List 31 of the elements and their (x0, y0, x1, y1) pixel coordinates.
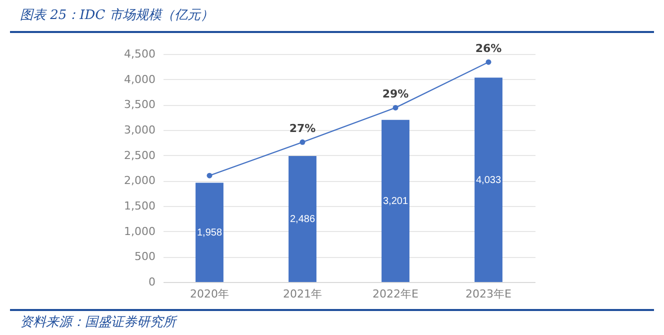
y-tick-label: 3,000 (124, 124, 156, 136)
annotation: 27% (289, 122, 316, 136)
annotation: 26% (475, 42, 502, 56)
y-tick-label: 1,500 (124, 200, 156, 212)
annotation: 29% (382, 88, 409, 101)
bar (196, 182, 224, 282)
y-tick-label: 3,500 (124, 98, 156, 112)
point (392, 104, 398, 110)
y-tick-label: 4,500 (124, 48, 156, 60)
y-tick-label: 0 (148, 276, 156, 288)
y-tick-label: 2,500 (124, 148, 156, 162)
x-tick-label: 2022年E (372, 288, 419, 300)
data-label: 2,486 (290, 214, 316, 226)
x-tick-label: 2023年E (466, 288, 512, 300)
point (300, 139, 306, 145)
chart-title: 图表 25：IDC 市场规模（亿元） (20, 7, 214, 24)
y-tick-label: 500 (134, 250, 156, 264)
data-label: 1,958 (196, 227, 222, 238)
x-tick-label: 2021年 (283, 288, 322, 300)
point (486, 59, 492, 65)
data-label: 3,201 (382, 196, 408, 207)
bar (288, 156, 316, 282)
data-label: 4,033 (476, 174, 502, 186)
text: 资料来源：国盛证券研究所 (20, 314, 176, 331)
y-tick-label: 1,000 (124, 224, 156, 238)
x-tick-label: 2020年 (190, 288, 229, 300)
bar (382, 120, 410, 282)
point (206, 172, 212, 178)
y-tick-label: 2,000 (124, 174, 156, 188)
y-tick-label: 4,000 (124, 72, 156, 86)
bar (474, 78, 502, 282)
